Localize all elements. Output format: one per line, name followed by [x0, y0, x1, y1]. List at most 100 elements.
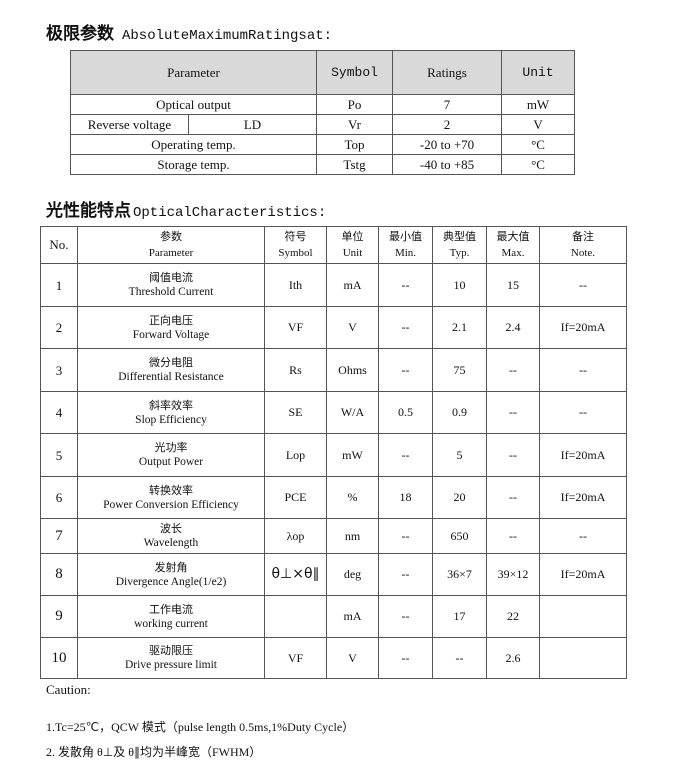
cell-no: 9 [40, 595, 78, 638]
cell-unit: mA [326, 595, 379, 638]
header-unit: 单位 Unit [326, 226, 379, 264]
header-symbol: 符号 Symbol [264, 226, 327, 264]
parameter-en: Differential Resistance [118, 371, 224, 383]
table-row: 1 阈值电流 Threshold Current Ith mA -- 10 15 -- [40, 263, 627, 307]
cell-parameter: 波长 Wavelength [77, 518, 265, 554]
header-ratings: Ratings [392, 50, 503, 95]
cell-max: -- [486, 433, 540, 477]
cell-rating: 7 [392, 94, 503, 115]
cell-min: -- [378, 595, 433, 638]
parameter-en: Wavelength [143, 537, 199, 549]
cell-typ: 650 [432, 518, 487, 554]
cell-typ: 20 [432, 476, 487, 519]
cell-no: 8 [40, 553, 78, 596]
cell-symbol: Top [316, 134, 394, 155]
table-row: 5 光功率 Output Power Lop mW -- 5 -- If=20mA [40, 433, 627, 477]
cell-typ: 36×7 [432, 553, 487, 596]
parameter-en: Slop Efficiency [135, 413, 207, 426]
cell-unit: °C [501, 154, 576, 175]
cell-symbol: SE [264, 391, 327, 434]
cell-sub: LD [187, 114, 318, 135]
cell-max: -- [486, 476, 540, 519]
cell-min: -- [378, 518, 433, 554]
cell-note [539, 637, 627, 679]
section1-title-en: AbsoluteMaximumRatingsat: [122, 28, 333, 44]
cell-parameter: 转换效率 Power Conversion Efficiency [77, 476, 265, 519]
header-parameter: Parameter [69, 50, 318, 95]
parameter-zh: 发射角 [154, 560, 188, 574]
header-no: No. [40, 226, 78, 264]
header-zh: 符号 [284, 230, 307, 243]
cell-symbol: Ith [264, 263, 327, 307]
cell-max: 39×12 [486, 553, 540, 596]
cell-parameter: 发射角 Divergence Angle(1/e2) [77, 553, 265, 596]
parameter-en: Output Power [138, 456, 204, 468]
cell-symbol: VF [264, 306, 327, 349]
caution-label: Caution: [46, 682, 91, 697]
cell-note: If=20mA [539, 553, 627, 596]
parameter-en: Divergence Angle(1/e2) [115, 575, 227, 588]
cell-max: 2.4 [486, 306, 540, 349]
table-row: Reverse voltage LD Vr 2 V [70, 114, 576, 135]
cell-min: 0.5 [378, 391, 433, 434]
header-symbol: Symbol [316, 50, 394, 95]
cell-min: -- [378, 348, 433, 392]
cell-typ: 5 [432, 433, 487, 477]
cell-parameter: 微分电阻 Differential Resistance [77, 348, 265, 392]
table-row: 8 发射角 Divergence Angle(1/e2) θ⊥×θ∥ deg -- 36×7… [40, 553, 627, 596]
cell-note: If=20mA [539, 433, 627, 477]
section1-title: 极限参数 AbsoluteMaximumRatingsat: [46, 19, 332, 44]
header-typ: 典型值 Typ. [432, 226, 487, 264]
cell-parameter: Reverse voltage [70, 114, 189, 135]
parameter-en: Power Conversion Efficiency [103, 498, 239, 511]
cell-symbol: Vr [316, 114, 394, 135]
table-row: 2 正向电压 Forward Voltage VF V -- 2.1 2.4 If=20mA [40, 306, 627, 349]
caution-note-2: 2. 发散角 θ⊥及 θ∥均为半峰宽（FWHM） [46, 745, 262, 759]
cell-parameter: 斜率效率 Slop Efficiency [77, 391, 265, 434]
cell-symbol: VF [264, 637, 327, 679]
cell-parameter: 光功率 Output Power [77, 433, 265, 477]
cell-note: If=20mA [539, 476, 627, 519]
section1-title-zh: 极限参数 [46, 24, 114, 44]
cell-unit: mW [326, 433, 379, 477]
table-row: 9 工作电流 working current mA -- 17 22 [40, 595, 627, 638]
header-en: Note. [570, 247, 596, 259]
table-row: 7 波长 Wavelength λop nm -- 650 -- -- [40, 518, 627, 554]
cell-min: -- [378, 553, 433, 596]
header-en: Max. [501, 247, 525, 259]
section2-title: 光性能特点 OpticalCharacteristics: [46, 196, 326, 221]
cell-unit: V [326, 637, 379, 679]
table-row: 4 斜率效率 Slop Efficiency SE W/A 0.5 0.9 -- -- [40, 391, 627, 434]
cell-symbol: Po [316, 94, 394, 115]
cell-min: -- [378, 306, 433, 349]
cell-unit: Ohms [326, 348, 379, 392]
cell-max: 2.6 [486, 637, 540, 679]
cell-max: 22 [486, 595, 540, 638]
cell-symbol: PCE [264, 476, 327, 519]
header-note: 备注 Note. [539, 226, 627, 264]
cell-parameter: Storage temp. [69, 154, 318, 175]
cell-note: -- [539, 518, 627, 554]
cell-typ: 2.1 [432, 306, 487, 349]
cell-parameter: 工作电流 working current [77, 595, 265, 638]
cell-min: 18 [378, 476, 433, 519]
cell-symbol: Lop [264, 433, 327, 477]
cell-parameter: Operating temp. [69, 134, 318, 155]
cell-rating: -40 to +85 [392, 154, 503, 175]
header-zh: 参数 [160, 230, 182, 243]
table-row: 10 驱动限压 Drive pressure limit VF V -- -- 2.6 [40, 637, 627, 679]
cell-unit: W/A [326, 391, 379, 434]
cell-typ: -- [432, 637, 487, 679]
header-max: 最大值 Max. [486, 226, 540, 264]
cell-note: -- [539, 263, 627, 307]
table-row: Storage temp. Tstg -40 to +85 °C [69, 154, 576, 175]
cell-symbol: Tstg [316, 154, 394, 175]
cell-max: 15 [486, 263, 540, 307]
header-en: Parameter [148, 247, 194, 259]
cell-no: 1 [40, 263, 78, 307]
cell-note: -- [539, 391, 627, 434]
cell-min: -- [378, 433, 433, 477]
header-unit: Unit [501, 50, 576, 95]
cell-no: 6 [40, 476, 78, 519]
cell-unit: % [326, 476, 379, 519]
